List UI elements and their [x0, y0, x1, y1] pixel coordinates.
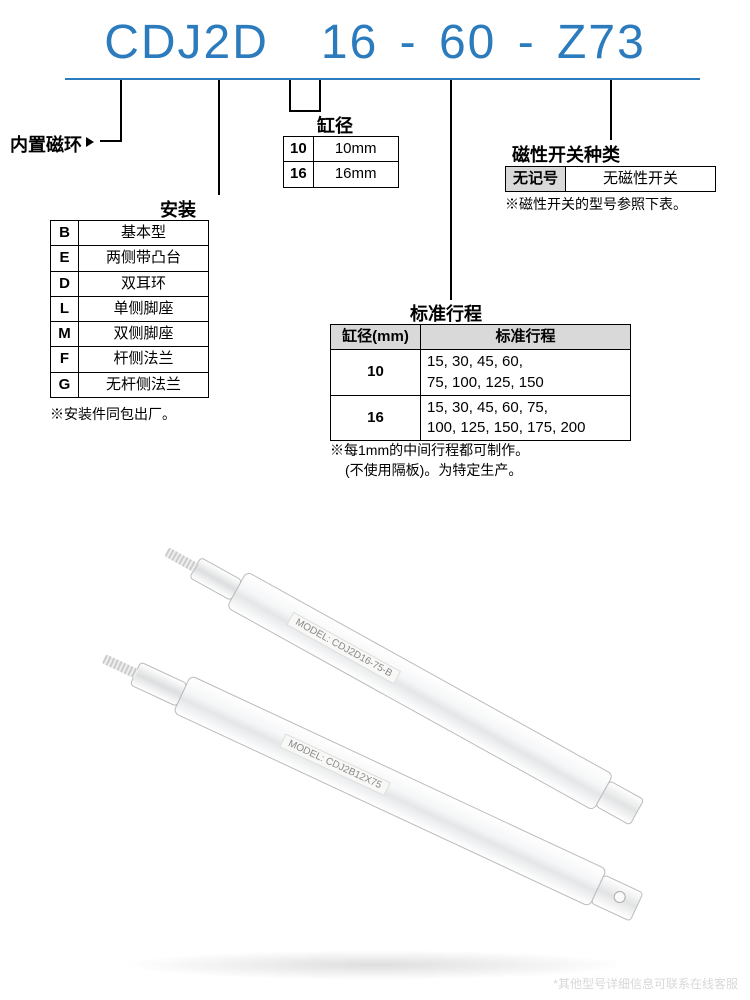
mount-code: E: [51, 246, 79, 271]
cylinder-front: MODEL: CDJ2B12X75: [173, 675, 608, 907]
mount-code: F: [51, 347, 79, 372]
connector: [289, 110, 319, 112]
cylinder-label: MODEL: CDJ2B12X75: [279, 733, 390, 795]
mounting-table: B 基本型 E 两侧带凸台 D 双耳环 L 单侧脚座 M 双侧脚座 F 杆侧法兰…: [50, 220, 209, 398]
mount-desc: 两侧带凸台: [79, 246, 209, 271]
product-photo: MODEL: CDJ2D16-75-B MODEL: CDJ2B12X75 *其…: [0, 560, 750, 1000]
magnet-ring-label: 内置磁环: [10, 131, 82, 157]
model-part-4: Z73: [557, 16, 646, 69]
model-part-1: CDJ2D: [104, 16, 269, 69]
mount-code: G: [51, 372, 79, 397]
cylinder-label: MODEL: CDJ2D16-75-B: [286, 612, 401, 685]
mount-code: L: [51, 296, 79, 321]
bore-table: 10 10mm 16 16mm: [283, 136, 399, 188]
model-dash-2: -: [518, 16, 536, 69]
model-number-header: CDJ2D 16 - 60 - Z73: [0, 15, 750, 70]
watermark-text: *其他型号详细信息可联系在线客服: [553, 975, 738, 992]
connector: [450, 80, 452, 300]
mount-desc: 基本型: [79, 221, 209, 246]
stroke-note-2: (不使用隔板)。为特定生产。: [345, 460, 522, 480]
mount-desc: 双耳环: [79, 271, 209, 296]
switch-hdr: 无记号: [506, 167, 566, 192]
stroke-col2: 标准行程: [421, 325, 631, 350]
bore-desc: 16mm: [313, 162, 398, 187]
mount-code: D: [51, 271, 79, 296]
switch-table: 无记号 无磁性开关: [505, 166, 716, 192]
connector: [218, 80, 220, 195]
bore-desc: 10mm: [313, 137, 398, 162]
switch-val: 无磁性开关: [566, 167, 716, 192]
mounting-note: ※安装件同包出厂。: [50, 404, 176, 424]
stroke-bore: 16: [331, 395, 421, 441]
connector: [610, 80, 612, 140]
bore-code: 16: [284, 162, 314, 187]
header-underline: [65, 78, 700, 80]
bore-label: 缸径: [317, 112, 353, 138]
stroke-vals: 15, 30, 45, 60, 75, 100, 125, 150: [421, 350, 631, 396]
mount-desc: 杆侧法兰: [79, 347, 209, 372]
stroke-vals: 15, 30, 45, 60, 75, 100, 125, 150, 175, …: [421, 395, 631, 441]
stroke-label: 标准行程: [410, 300, 482, 326]
mount-desc: 双侧脚座: [79, 322, 209, 347]
switch-label: 磁性开关种类: [512, 141, 620, 167]
mount-desc: 单侧脚座: [79, 296, 209, 321]
stroke-col1: 缸径(mm): [331, 325, 421, 350]
stroke-note-1: ※每1mm的中间行程都可制作。: [330, 440, 529, 460]
mount-desc: 无杆侧法兰: [79, 372, 209, 397]
connector: [120, 80, 122, 140]
cylinder-back: MODEL: CDJ2D16-75-B: [226, 571, 614, 811]
bore-code: 10: [284, 137, 314, 162]
switch-note: ※磁性开关的型号参照下表。: [505, 194, 687, 214]
connector: [289, 80, 291, 110]
mount-code: B: [51, 221, 79, 246]
stroke-table: 缸径(mm) 标准行程 10 15, 30, 45, 60, 75, 100, …: [330, 324, 631, 441]
stroke-bore: 10: [331, 350, 421, 396]
connector: [319, 80, 321, 112]
mount-code: M: [51, 322, 79, 347]
connector: [100, 140, 122, 142]
model-part-2: 16: [321, 16, 378, 69]
model-dash-1: -: [400, 16, 418, 69]
model-part-3: 60: [439, 16, 496, 69]
mounting-label: 安装: [160, 196, 196, 222]
